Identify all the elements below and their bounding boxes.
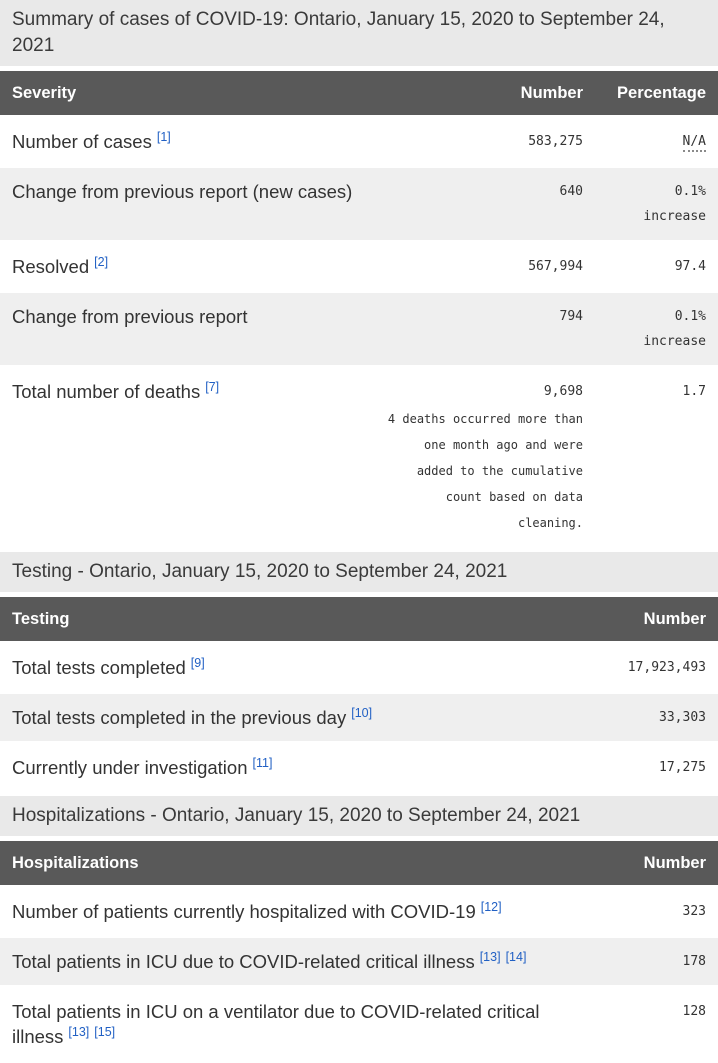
hospitalizations-table-caption: Hospitalizations - Ontario, January 15, … [0, 796, 718, 836]
row-percentage: 0.1% increase [595, 293, 718, 365]
row-label-cell: Number of cases [1] [0, 118, 365, 165]
row-number: 9,698 [543, 384, 583, 399]
row-number: 323 [585, 888, 718, 935]
row-number: 794 [365, 293, 595, 365]
footnote-sup: [11] [253, 754, 273, 771]
row-label: Number of patients currently hospitalize… [12, 901, 476, 922]
row-label-cell: Total patients in ICU due to COVID-relat… [0, 938, 585, 985]
footnote-link[interactable]: [2] [94, 254, 109, 269]
na-abbreviation[interactable]: N/A [682, 134, 706, 152]
row-label-cell: Number of patients currently hospitalize… [0, 888, 585, 935]
severity-table-caption: Summary of cases of COVID-19: Ontario, J… [0, 0, 718, 66]
row-number-cell: 9,698 4 deaths occurred more than one mo… [365, 368, 595, 547]
row-number: 128 [585, 988, 718, 1060]
table-row: Currently under investigation [11] 17,275 [0, 744, 718, 791]
row-number: 640 [365, 168, 595, 240]
table-row: Change from previous report 794 0.1% inc… [0, 293, 718, 365]
table-row: Resolved [2] 567,994 97.4 [0, 243, 718, 290]
row-label-cell: Change from previous report (new cases) [0, 168, 365, 240]
row-number: 33,303 [585, 694, 718, 741]
hospitalizations-table: Hospitalizations Number Number of patien… [0, 838, 718, 1063]
deaths-data-note: 4 deaths occurred more than one month ag… [387, 412, 583, 530]
footnote-link[interactable]: [11] [252, 755, 273, 770]
footnote-link[interactable]: [1] [156, 129, 171, 144]
row-label-cell: Total tests completed [9] [0, 644, 585, 691]
hospitalizations-section: Hospitalizations - Ontario, January 15, … [0, 796, 718, 1063]
col-header-severity: Severity [0, 71, 365, 115]
row-label: Resolved [12, 256, 90, 277]
footnote-sup: [15] [94, 1023, 115, 1040]
footnote-sup: [10] [351, 704, 372, 721]
row-label: Currently under investigation [12, 757, 248, 778]
testing-section: Testing - Ontario, January 15, 2020 to S… [0, 552, 718, 794]
table-row: Total patients in ICU on a ventilator du… [0, 988, 718, 1060]
row-label-cell: Total patients in ICU on a ventilator du… [0, 988, 585, 1060]
table-row: Total tests completed [9] 17,923,493 [0, 644, 718, 691]
footnote-link[interactable]: [14] [505, 949, 527, 964]
footnote-sup: [2] [94, 253, 108, 270]
table-row: Total number of deaths [7] 9,698 4 deaths… [0, 368, 718, 547]
footnote-link[interactable]: [15] [94, 1024, 116, 1039]
table-row: Number of cases [1] 583,275 N/A [0, 118, 718, 165]
col-header-number: Number [585, 597, 718, 641]
row-percentage: N/A [595, 118, 718, 165]
row-label-cell: Total tests completed in the previous da… [0, 694, 585, 741]
row-label-cell: Total number of deaths [7] [0, 368, 365, 547]
testing-table-caption: Testing - Ontario, January 15, 2020 to S… [0, 552, 718, 592]
row-number: 17,275 [585, 744, 718, 791]
footnote-sup: [7] [205, 378, 219, 395]
footnote-link[interactable]: [9] [190, 655, 205, 670]
footnote-link[interactable]: [13] [479, 949, 501, 964]
table-row: Total tests completed in the previous da… [0, 694, 718, 741]
row-label: Total number of deaths [12, 381, 201, 402]
row-percentage: 97.4 [595, 243, 718, 290]
row-label: Total patients in ICU on a ventilator du… [12, 1001, 540, 1047]
table-row: Total patients in ICU due to COVID-relat… [0, 938, 718, 985]
footnote-link[interactable]: [10] [351, 705, 373, 720]
row-percentage: 0.1% increase [595, 168, 718, 240]
footnote-sup: [1] [157, 128, 171, 145]
row-label: Change from previous report [12, 306, 248, 327]
col-header-hospitalizations: Hospitalizations [0, 841, 585, 885]
col-header-testing: Testing [0, 597, 585, 641]
row-label-cell: Change from previous report [0, 293, 365, 365]
row-label: Total patients in ICU due to COVID-relat… [12, 951, 475, 972]
row-label: Total tests completed [12, 657, 186, 678]
row-number: 178 [585, 938, 718, 985]
row-number: 583,275 [365, 118, 595, 165]
row-label: Number of cases [12, 131, 152, 152]
col-header-number: Number [585, 841, 718, 885]
row-number: 17,923,493 [585, 644, 718, 691]
footnote-link[interactable]: [12] [480, 899, 502, 914]
table-row: Change from previous report (new cases) … [0, 168, 718, 240]
testing-table: Testing Number Total tests completed [9] … [0, 594, 718, 794]
row-label: Total tests completed in the previous da… [12, 707, 347, 728]
row-number: 567,994 [365, 243, 595, 290]
testing-header-row: Testing Number [0, 597, 718, 641]
severity-header-row: Severity Number Percentage [0, 71, 718, 115]
row-label-cell: Resolved [2] [0, 243, 365, 290]
footnote-link[interactable]: [7] [205, 379, 220, 394]
col-header-number: Number [365, 71, 595, 115]
row-label-cell: Currently under investigation [11] [0, 744, 585, 791]
row-percentage: 1.7 [595, 368, 718, 547]
footnote-sup: [14] [506, 948, 527, 965]
footnote-sup: [13] [480, 948, 501, 965]
severity-section: Summary of cases of COVID-19: Ontario, J… [0, 0, 718, 550]
footnote-sup: [13] [68, 1023, 89, 1040]
footnote-sup: [9] [191, 654, 205, 671]
table-row: Number of patients currently hospitalize… [0, 888, 718, 935]
footnote-link[interactable]: [13] [68, 1024, 90, 1039]
severity-table: Severity Number Percentage Number of cas… [0, 68, 718, 550]
row-label: Change from previous report (new cases) [12, 181, 353, 202]
footnote-sup: [12] [481, 898, 502, 915]
col-header-percentage: Percentage [595, 71, 718, 115]
hospitalizations-header-row: Hospitalizations Number [0, 841, 718, 885]
